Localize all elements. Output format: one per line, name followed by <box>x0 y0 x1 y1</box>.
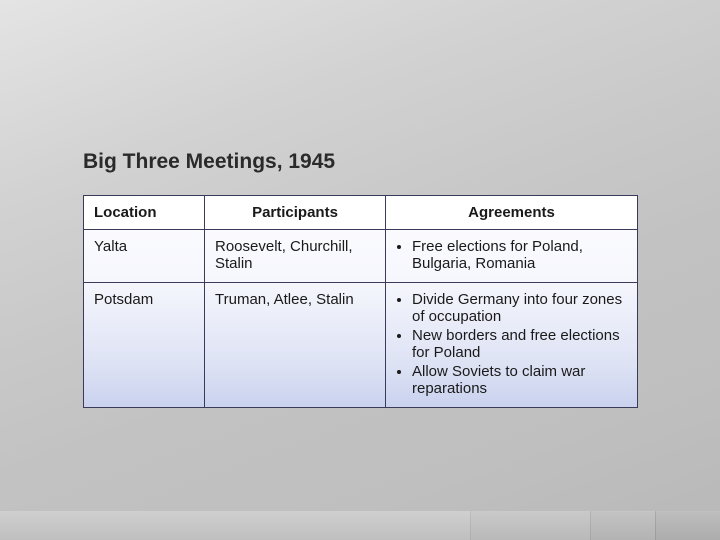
agreement-item: New borders and free elections for Polan… <box>412 327 627 361</box>
agreements-list: Free elections for Poland, Bulgaria, Rom… <box>396 238 627 272</box>
cell-agreements: Free elections for Poland, Bulgaria, Rom… <box>386 230 638 283</box>
footer-segment <box>590 511 656 540</box>
cell-participants: Truman, Atlee, Stalin <box>205 283 386 408</box>
footer-segment <box>0 511 470 540</box>
agreement-item: Free elections for Poland, Bulgaria, Rom… <box>412 238 627 272</box>
slide-title: Big Three Meetings, 1945 <box>83 150 335 174</box>
agreement-item: Divide Germany into four zones of occupa… <box>412 291 627 325</box>
footer-segment <box>470 511 591 540</box>
agreements-list: Divide Germany into four zones of occupa… <box>396 291 627 397</box>
agreement-item: Allow Soviets to claim war reparations <box>412 363 627 397</box>
footer-segment <box>655 511 720 540</box>
footer-bar <box>0 510 720 540</box>
meetings-table: Location Participants Agreements Yalta R… <box>83 195 638 408</box>
cell-agreements: Divide Germany into four zones of occupa… <box>386 283 638 408</box>
cell-location: Yalta <box>84 230 205 283</box>
col-header-location: Location <box>84 196 205 230</box>
col-header-participants: Participants <box>205 196 386 230</box>
col-header-agreements: Agreements <box>386 196 638 230</box>
meetings-table-container: Location Participants Agreements Yalta R… <box>83 195 638 408</box>
table-row: Yalta Roosevelt, Churchill, Stalin Free … <box>84 230 638 283</box>
cell-location: Potsdam <box>84 283 205 408</box>
slide: Big Three Meetings, 1945 Location Partic… <box>0 0 720 540</box>
cell-participants: Roosevelt, Churchill, Stalin <box>205 230 386 283</box>
table-row: Potsdam Truman, Atlee, Stalin Divide Ger… <box>84 283 638 408</box>
table-header-row: Location Participants Agreements <box>84 196 638 230</box>
